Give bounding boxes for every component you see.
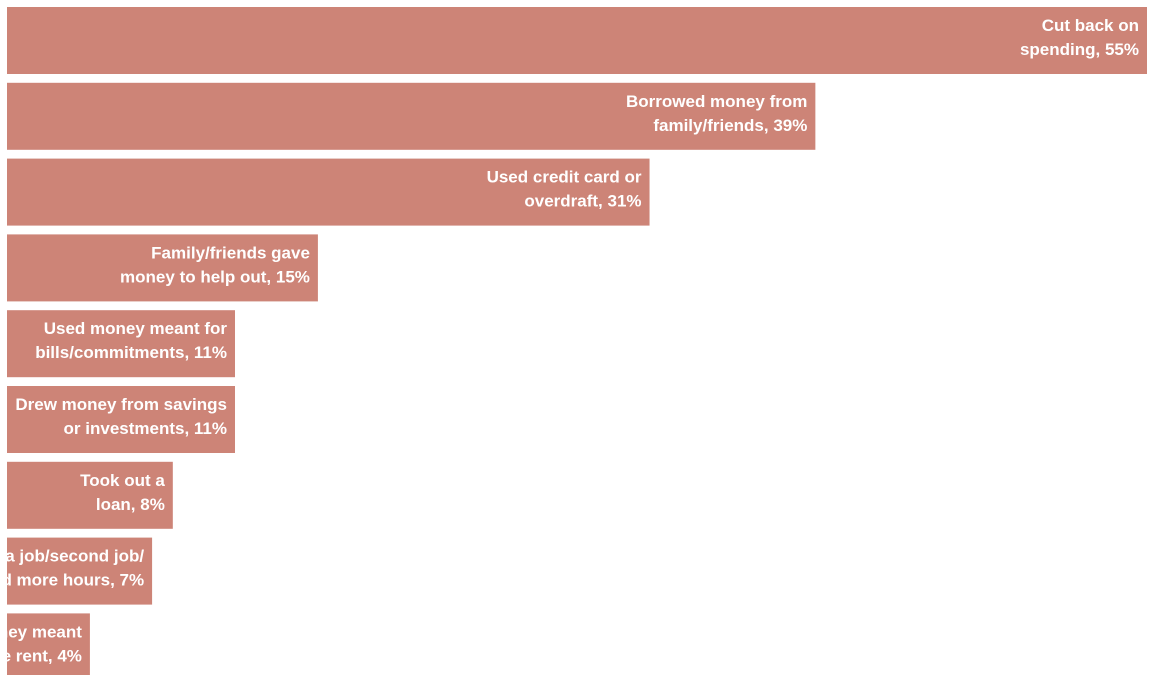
- bar: [7, 613, 90, 675]
- bar: [7, 386, 235, 453]
- bar-label: Used money meant for bills/commitments, 1…: [35, 319, 227, 362]
- bar-label: Borrowed money from family/friends, 39%: [626, 92, 807, 135]
- bar: [7, 7, 1147, 74]
- bar: [7, 537, 153, 605]
- bar-label: Used credit card or overdraft, 31%: [487, 168, 642, 211]
- bar: [7, 82, 816, 150]
- bar: [7, 461, 173, 529]
- bar-label: Cut back on spending, 55%: [1020, 16, 1139, 59]
- bar: [7, 158, 650, 226]
- bar: [7, 310, 235, 378]
- bar-label: Drew money from savings or investments, 1…: [15, 395, 227, 438]
- bar-label: Got a job/second job/worked more hours, …: [0, 547, 144, 590]
- bar-label: Took out a loan, 8%: [80, 471, 165, 514]
- bar-label: Family/friends gave money to help out, 15…: [120, 243, 310, 286]
- bar: [7, 234, 318, 302]
